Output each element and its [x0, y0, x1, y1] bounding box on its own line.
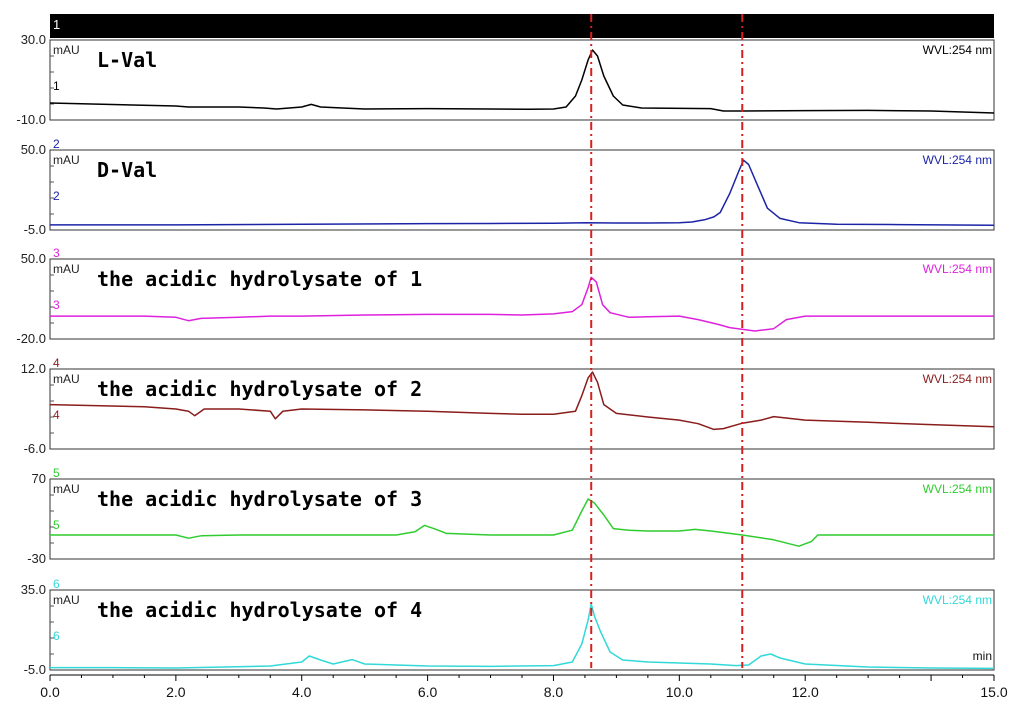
- panel-frame: [49, 478, 995, 560]
- unit-label: mAU: [53, 372, 80, 386]
- y-tick-label-top: 30.0: [21, 32, 46, 47]
- series-line-1: [49, 49, 995, 114]
- unit-label: mAU: [53, 153, 80, 167]
- series-line-3: [50, 276, 994, 332]
- y-tick-label-top: 70: [32, 471, 46, 486]
- trace-id-label: 3: [53, 246, 60, 260]
- x-tick-label: 0.0: [40, 684, 60, 700]
- unit-label: mAU: [53, 262, 80, 276]
- y-tick-label-bottom: -20.0: [16, 331, 46, 346]
- trace-id-label: 6: [53, 577, 60, 591]
- panel-frame: [49, 368, 995, 450]
- panel-title: L-Val: [97, 48, 157, 72]
- wavelength-label: WVL:254 nm: [923, 262, 992, 276]
- y-tick-label-bottom: -5.0: [24, 222, 46, 237]
- trace-id-label: 2: [53, 137, 60, 151]
- y-tick-label-bottom: -30: [27, 551, 46, 566]
- trace-id-label: 1: [53, 27, 60, 41]
- trace-id-label-inner: 4: [53, 408, 60, 422]
- panel-2: 50.0 -5.0 2 2 mAU D-Val WVL:254 nm: [21, 137, 995, 237]
- panels: 30.0 -10.0 1 1 mAU L-Val WVL:254 nm 50.0 -5.0 2 2 m…: [16, 27, 995, 677]
- y-tick-label-top: 35.0: [21, 582, 46, 597]
- trace-id-label-inner: 6: [53, 629, 60, 643]
- panel-frame: [49, 258, 995, 340]
- x-tick-label: 2.0: [166, 684, 186, 700]
- panel-title: the acidic hydrolysate of 3: [97, 487, 422, 511]
- panel-5: 70 -30 5 5 mAU the acidic hydrolysate of 3 WVL…: [27, 466, 995, 566]
- x-tick-label: 4.0: [292, 684, 312, 700]
- trace-id-label-inner: 2: [53, 189, 60, 203]
- x-tick-label: 8.0: [544, 684, 564, 700]
- panel-title: the acidic hydrolysate of 4: [97, 598, 422, 622]
- panel-frame: [49, 149, 995, 231]
- panel-title: the acidic hydrolysate of 2: [97, 377, 422, 401]
- wavelength-label: WVL:254 nm: [923, 43, 992, 57]
- x-tick-label: 12.0: [792, 684, 819, 700]
- y-tick-label-top: 12.0: [21, 361, 46, 376]
- y-tick-label-top: 50.0: [21, 251, 46, 266]
- trace-id-label-inner: 1: [53, 79, 60, 93]
- unit-label: mAU: [53, 593, 80, 607]
- panel-4: 12.0 -6.0 4 4 mAU the acidic hydrolysate of 2…: [21, 356, 995, 456]
- y-tick-label-bottom: -6.0: [24, 441, 46, 456]
- trace-id-label-inner: 5: [53, 518, 60, 532]
- reference-lines: [590, 14, 744, 668]
- panel-frame: [49, 589, 995, 671]
- header-number: 1: [53, 17, 60, 32]
- wavelength-label: WVL:254 nm: [923, 593, 992, 607]
- panel-title: the acidic hydrolysate of 1: [97, 267, 422, 291]
- series-line-4: [49, 371, 995, 431]
- x-tick-label: 10.0: [666, 684, 693, 700]
- wavelength-label: WVL:254 nm: [923, 153, 992, 167]
- y-tick-label-top: 50.0: [21, 142, 46, 157]
- x-unit-label: min: [973, 649, 992, 663]
- series-line-2: [50, 159, 995, 226]
- wavelength-label: WVL:254 nm: [923, 372, 992, 386]
- trace-id-label-inner: 3: [53, 298, 60, 312]
- panel-title: D-Val: [97, 158, 157, 182]
- header-bar: 1: [50, 14, 994, 38]
- unit-label: mAU: [53, 482, 80, 496]
- y-tick-label-bottom: -10.0: [16, 112, 46, 127]
- y-tick-label-bottom: -5.0: [24, 662, 46, 677]
- x-tick-label: 15.0: [980, 684, 1007, 700]
- header-bar-fill: [50, 14, 994, 38]
- x-tick-label: 6.0: [418, 684, 438, 700]
- panel-frame: [49, 39, 995, 121]
- x-axis: 0.0 2.0 4.0 6.0 8.0 10.0 12.0 15.0 min: [40, 649, 1008, 700]
- trace-id-label: 4: [53, 356, 60, 370]
- wavelength-label: WVL:254 nm: [923, 482, 992, 496]
- panel-3: 50.0 -20.0 3 3 mAU the acidic hydrolysate of …: [16, 246, 995, 346]
- unit-label: mAU: [53, 43, 80, 57]
- trace-id-label: 5: [53, 466, 60, 480]
- panel-1: 30.0 -10.0 1 1 mAU L-Val WVL:254 nm: [16, 27, 995, 127]
